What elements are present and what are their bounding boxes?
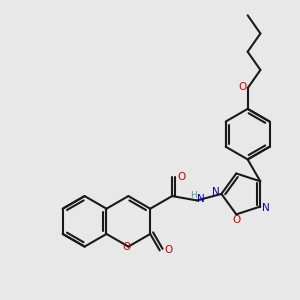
Text: O: O	[123, 242, 131, 252]
Text: N: N	[262, 203, 269, 213]
Text: O: O	[178, 172, 186, 182]
Text: N: N	[197, 194, 204, 204]
Text: O: O	[232, 215, 240, 225]
Text: N: N	[212, 188, 220, 197]
Text: O: O	[164, 245, 172, 255]
Text: O: O	[238, 82, 246, 92]
Text: H: H	[190, 191, 197, 200]
